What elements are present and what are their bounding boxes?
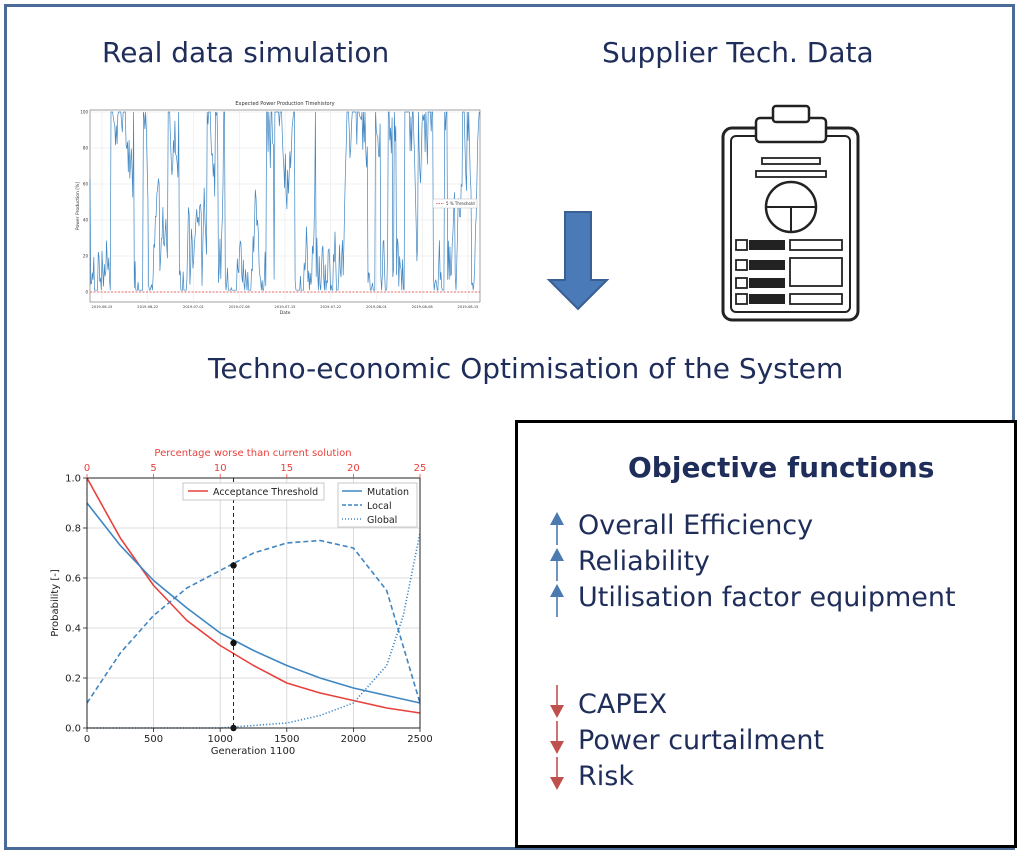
up-arrow-icon <box>550 548 564 581</box>
objective-down-capex: CAPEX <box>578 689 668 720</box>
ts-ytick: 80 <box>83 146 89 151</box>
pc-top-tick: 25 <box>414 463 427 474</box>
ts-xtick: 2019-07-22 <box>320 305 341 309</box>
pc-xtick: 2000 <box>341 734 366 745</box>
pc-ytick: 0.6 <box>65 574 81 585</box>
pc-marker-point <box>230 639 237 647</box>
objective-up-efficiency: Overall Efficiency <box>578 510 814 541</box>
pc-xtick: 1000 <box>207 734 232 745</box>
up-arrow-icon <box>550 584 564 617</box>
ts-xtick: 2019-07-01 <box>183 305 204 309</box>
pc-ytick: 0.4 <box>65 624 81 635</box>
objective-title: Objective functions <box>628 451 935 484</box>
pc-top-tick: 20 <box>347 463 360 474</box>
ts-xtick: 2019-08-08 <box>412 305 434 309</box>
pc-legend-acceptance: Acceptance Threshold <box>213 487 318 498</box>
clipboard-icon <box>721 104 860 322</box>
real-data-heading: Real data simulation <box>102 36 390 69</box>
ts-xtick: 2019-08-01 <box>366 305 387 309</box>
ts-xtick: 2019-06-15 <box>92 305 113 309</box>
ts-title: Expected Power Production Timehistory <box>235 101 334 107</box>
pc-top-tick: 10 <box>214 463 227 474</box>
down-arrow-icon <box>550 685 564 718</box>
pc-legend-mutation: Mutation <box>367 487 409 498</box>
ts-legend: 5 % Threshold <box>446 201 475 206</box>
ts-ytick: 100 <box>80 110 88 115</box>
optimisation-heading: Techno-economic Optimisation of the Syst… <box>208 352 844 385</box>
pc-ytick: 0.0 <box>65 724 81 735</box>
ts-ytick: 0 <box>85 290 88 295</box>
ts-ytick: 40 <box>83 218 89 223</box>
ts-xtick: 2019-06-22 <box>137 305 158 309</box>
pc-xlabel: Generation 1100 <box>211 746 295 757</box>
supplier-heading: Supplier Tech. Data <box>602 36 874 69</box>
pc-top-tick: 15 <box>280 463 293 474</box>
ts-ytick: 60 <box>83 182 89 187</box>
pc-top-tick: 5 <box>150 463 156 474</box>
down-arrow-icon <box>550 721 564 754</box>
ts-xtick: 2019-08-15 <box>458 305 479 309</box>
pc-series-local <box>86 539 421 704</box>
objective-up-reliability: Reliability <box>578 546 710 577</box>
ts-power-series <box>89 111 481 291</box>
power-timeseries-chart: Expected Power Production Timehistory 0 2… <box>75 101 481 316</box>
ts-ylabel: Power Production [%] <box>75 182 81 230</box>
ts-xtick: 2019-07-08 <box>229 305 251 309</box>
down-arrow-icon <box>550 757 564 790</box>
objective-down-risk: Risk <box>578 761 634 792</box>
pc-legend-global: Global <box>367 515 397 526</box>
pc-top-tick: 0 <box>84 463 90 474</box>
ts-ytick: 20 <box>83 254 89 259</box>
pc-marker-point <box>230 562 237 569</box>
pc-top-axis-label: Percentage worse than current solution <box>154 448 351 459</box>
up-arrow-icon <box>550 512 564 545</box>
down-arrow-icon <box>546 211 610 311</box>
pc-ytick: 0.2 <box>65 674 81 685</box>
ts-xlabel: Date <box>280 310 291 316</box>
pc-xtick: 500 <box>144 734 163 745</box>
pc-xtick: 0 <box>84 734 90 745</box>
ts-xtick: 2019-07-15 <box>275 305 296 309</box>
objective-down-curtailment: Power curtailment <box>578 725 825 756</box>
pc-xtick: 2500 <box>407 734 432 745</box>
objective-functions-box: Objective functions Overall Efficiency R… <box>515 420 1017 848</box>
pc-legend-local: Local <box>367 501 392 512</box>
pc-series-mutation <box>86 502 421 704</box>
objective-up-utilisation: Utilisation factor equipment <box>578 582 956 613</box>
pc-xtick: 1500 <box>274 734 299 745</box>
pc-ytick: 0.8 <box>65 524 81 535</box>
pc-ytick: 1.0 <box>65 474 81 485</box>
pc-ylabel: Probability [-] <box>50 569 61 637</box>
